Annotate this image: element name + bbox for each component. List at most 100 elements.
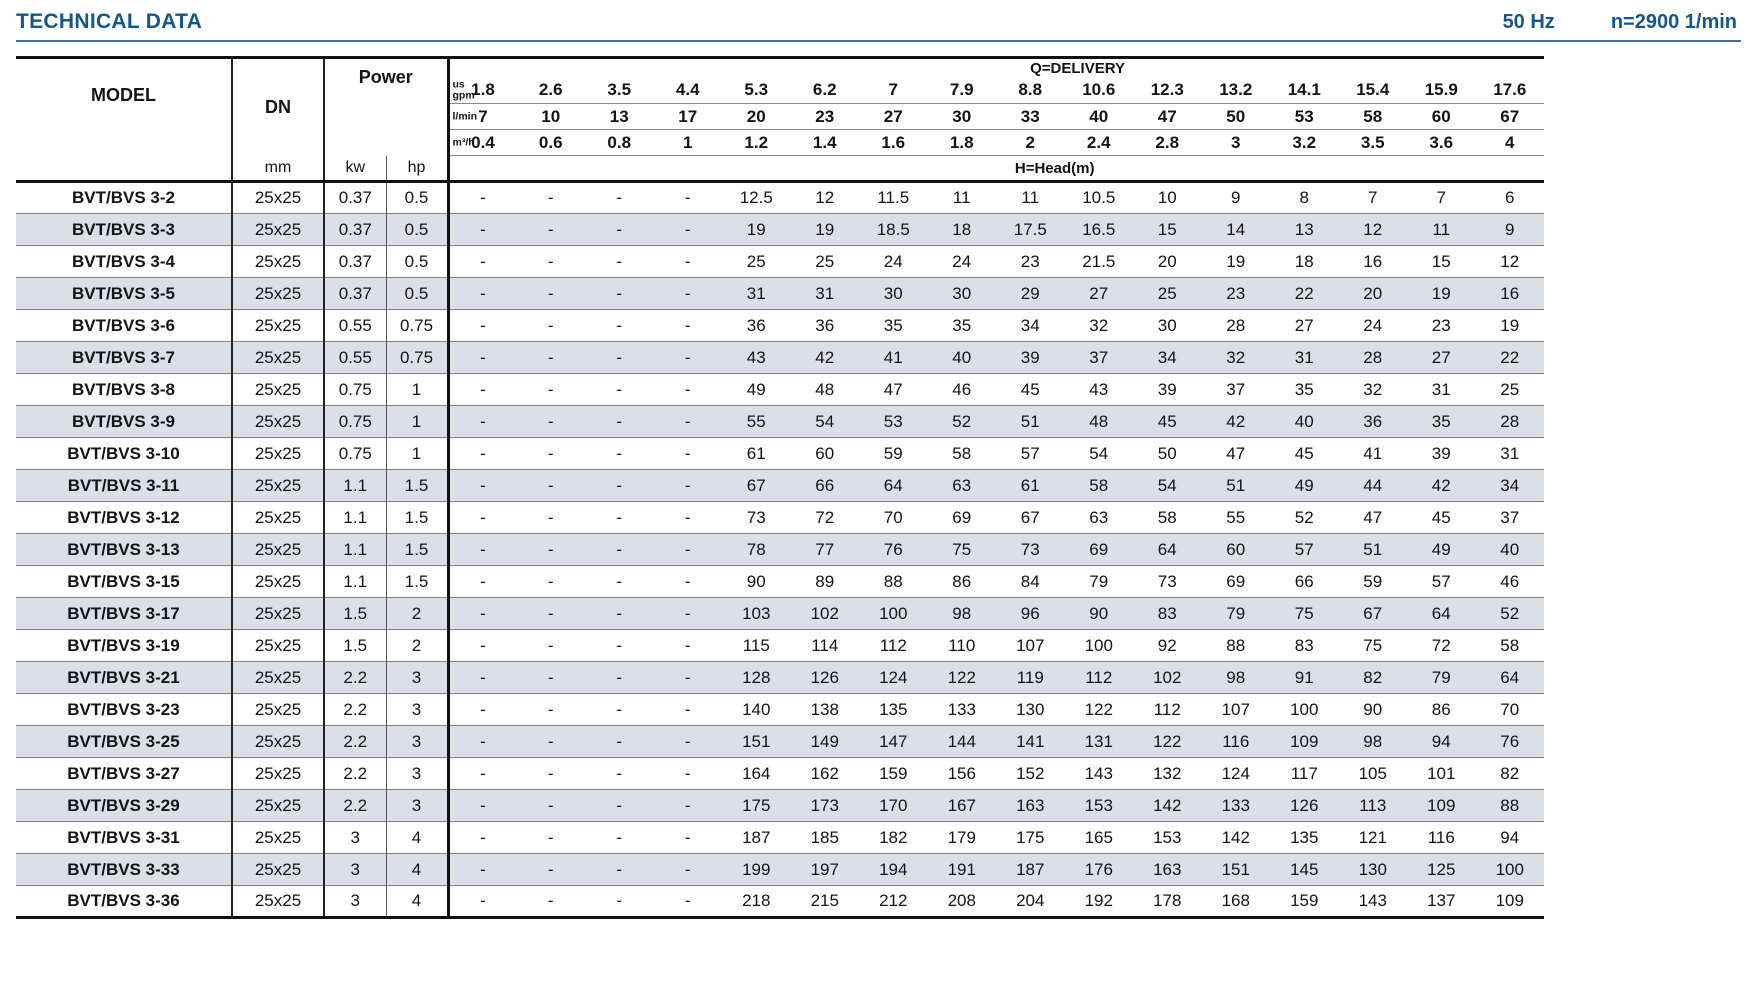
kw-cell: 0.75: [324, 373, 387, 406]
head-cell: 98: [1338, 725, 1407, 758]
head-cell: 122: [927, 661, 996, 694]
head-cell: -: [585, 533, 654, 566]
gpm-value: 6.2: [812, 80, 837, 100]
gpm-value: 12.3: [1150, 80, 1184, 100]
head-cell: -: [446, 309, 517, 342]
head-cell: -: [516, 693, 585, 726]
head-cell: -: [585, 693, 654, 726]
head-cell: 19: [1475, 309, 1544, 342]
m3h-value: 4: [1475, 129, 1544, 156]
table-row: BVT/BVS 3-7 25x25 0.55 0.75- - - -43 42 41 40 39 37…: [16, 341, 1544, 374]
hp-cell: 1.5: [386, 501, 450, 534]
head-cell: -: [516, 597, 585, 630]
model-cell: BVT/BVS 3-36: [16, 885, 233, 919]
head-cell: 52: [1475, 597, 1544, 630]
head-cell: -: [653, 565, 722, 598]
head-cell: -: [653, 885, 722, 919]
m3h-value: 1.6: [859, 129, 928, 156]
head-cell: 28: [1201, 309, 1270, 342]
head-cell: 142: [1133, 789, 1202, 822]
head-cell: 75: [927, 533, 996, 566]
head-cell: -: [585, 885, 654, 919]
head-cell: 100: [1270, 693, 1339, 726]
head-cell: 67: [1338, 597, 1407, 630]
head-cell: 42: [1201, 405, 1270, 438]
head-cell: 34: [1133, 341, 1202, 374]
head-cell: 27: [1407, 341, 1476, 374]
gpm-value: 10.6: [1082, 80, 1116, 100]
head-cell: 41: [1338, 437, 1407, 470]
head-cell: 79: [1064, 565, 1133, 598]
head-cell: 23: [1407, 309, 1476, 342]
head-cell: -: [516, 725, 585, 758]
table-header: MODEL DN Power Q=DELIVERY us gpm 1.8 2.6 3.…: [16, 56, 1544, 183]
head-cell: 7: [1338, 181, 1407, 214]
hp-cell: 1.5: [386, 533, 450, 566]
model-cell: BVT/BVS 3-17: [16, 597, 233, 630]
dn-cell: 25x25: [232, 405, 325, 438]
head-cell: 107: [996, 629, 1065, 662]
head-cell: 48: [790, 373, 859, 406]
model-cell: BVT/BVS 3-4: [16, 245, 233, 278]
hp-cell: 3: [386, 661, 450, 694]
head-cell: -: [585, 469, 654, 502]
head-cell: -: [585, 629, 654, 662]
kw-cell: 2.2: [324, 693, 387, 726]
head-cell: 153: [1064, 789, 1133, 822]
hp-cell: 3: [386, 789, 450, 822]
hp-cell: 4: [386, 853, 450, 886]
head-cell: 54: [1064, 437, 1133, 470]
head-cell: 163: [1133, 853, 1202, 886]
head-cell: 66: [1270, 565, 1339, 598]
head-cell: 179: [927, 821, 996, 854]
hp-cell: 1: [386, 437, 450, 470]
head-cell: 12: [790, 181, 859, 214]
head-cell: 39: [996, 341, 1065, 374]
lmin-value: 40: [1064, 103, 1133, 130]
dn-cell: 25x25: [232, 885, 325, 919]
table-row: BVT/BVS 3-6 25x25 0.55 0.75- - - -36 36 35 35 34 32…: [16, 309, 1544, 342]
head-cell: 69: [1064, 533, 1133, 566]
head-cell: 16.5: [1064, 213, 1133, 246]
hp-cell: 0.5: [386, 213, 450, 246]
kw-cell: 1.5: [324, 629, 387, 662]
head-cell: -: [585, 853, 654, 886]
head-cell: 53: [859, 405, 928, 438]
head-cell: 96: [996, 597, 1065, 630]
head-cell: 187: [996, 853, 1065, 886]
model-cell: BVT/BVS 3-21: [16, 661, 233, 694]
head-cell: -: [446, 341, 517, 374]
head-cell: -: [516, 469, 585, 502]
table-body: BVT/BVS 3-2 25x25 0.37 0.5- - - -12.5 12 11.5 11 1…: [16, 181, 1544, 919]
head-cell: 39: [1133, 373, 1202, 406]
head-cell: 103: [722, 597, 791, 630]
head-cell: 11: [996, 181, 1065, 214]
gpm-unit-label: us gpm: [452, 78, 475, 102]
head-cell: 15: [1407, 245, 1476, 278]
gpm-value: us gpm 1.8: [446, 77, 517, 104]
head-cell: 35: [1407, 405, 1476, 438]
kw-cell: 0.37: [324, 277, 387, 310]
head-cell: 27: [1064, 277, 1133, 310]
head-cell: 35: [927, 309, 996, 342]
head-cell: 167: [927, 789, 996, 822]
head-cell: -: [653, 309, 722, 342]
head-cell: 22: [1270, 277, 1339, 310]
head-cell: 57: [1270, 533, 1339, 566]
table-row: BVT/BVS 3-36 25x25 3 4- - - -218 215 212 208 204 19…: [16, 885, 1544, 919]
dn-cell: 25x25: [232, 565, 325, 598]
head-cell: 76: [859, 533, 928, 566]
dn-cell: 25x25: [232, 661, 325, 694]
head-cell: 67: [996, 501, 1065, 534]
head-cell: -: [446, 661, 517, 694]
dn-cell: 25x25: [232, 725, 325, 758]
head-cell: 141: [996, 725, 1065, 758]
kw-cell: 2.2: [324, 661, 387, 694]
head-cell: -: [653, 405, 722, 438]
head-cell: 163: [996, 789, 1065, 822]
head-cell: 112: [859, 629, 928, 662]
kw-cell: 0.55: [324, 341, 387, 374]
table-row: BVT/BVS 3-2 25x25 0.37 0.5- - - -12.5 12 11.5 11 1…: [16, 181, 1544, 214]
head-cell: 36: [722, 309, 791, 342]
kw-cell: 3: [324, 885, 387, 919]
